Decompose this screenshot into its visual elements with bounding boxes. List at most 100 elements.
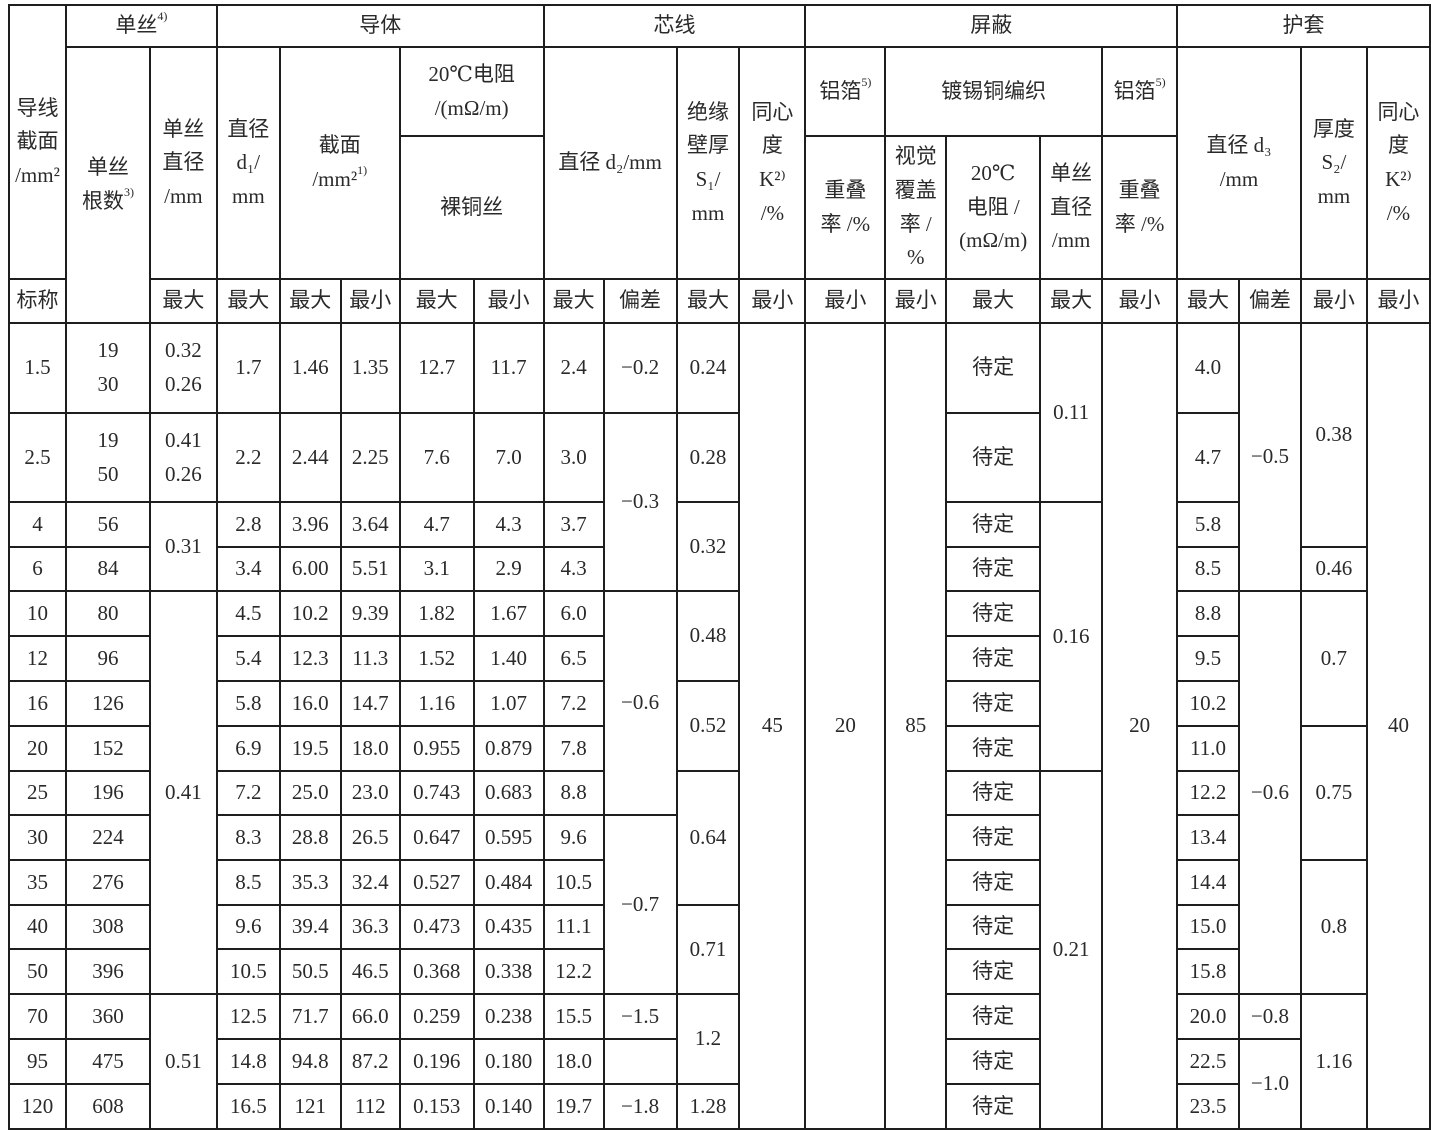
cell-text: 最大: [289, 288, 332, 313]
cell-text: 19 50: [97, 427, 119, 486]
table-cell: 0.473: [398, 904, 475, 950]
table-cell: 0.647: [398, 814, 475, 861]
cell-text: 屏蔽: [970, 13, 1013, 38]
header-cell: 铝箔5): [804, 46, 887, 137]
cell-text: 84: [97, 556, 119, 581]
cell-text: 直径 d₃ /mm: [1206, 133, 1272, 191]
header-cell: 最小: [804, 278, 887, 324]
header-cell: 最大: [1176, 278, 1240, 324]
cell-text: 最大: [972, 288, 1015, 313]
cell-text: 1.52: [418, 645, 456, 670]
cell-text: 0.595: [485, 824, 533, 849]
table-cell: 308: [64, 904, 151, 950]
cell-text: 3.0: [560, 444, 587, 469]
cell-text: 8.8: [1194, 600, 1222, 625]
table-cell: 7.2: [542, 680, 605, 727]
cell-text: 芯线: [653, 13, 696, 38]
cell-text: 11.7: [490, 355, 527, 380]
cell-text: 8.8: [560, 780, 587, 805]
table-cell: 待定: [945, 501, 1042, 548]
table-row: 4 56 0.31 2.8 3.96 3.64 4.7 4.3 3.7 0.32 待定 0.16 5.8: [8, 501, 1430, 772]
header-cell: 最大: [675, 278, 741, 324]
cell-text: 最大: [162, 288, 205, 313]
table-cell: 8.5: [215, 859, 281, 906]
cell-text: 12.2: [1189, 780, 1227, 805]
cell-text: −0.5: [1250, 444, 1289, 469]
table-cell: −1.8: [602, 1083, 678, 1130]
table-cell: 50.5: [278, 948, 342, 995]
header-cell: 同心 度 K²⁾ /%: [1365, 46, 1431, 280]
table-cell: 8.3: [215, 814, 281, 861]
cell-text: 25: [26, 780, 48, 805]
cell-text: 直径 d₁/ mm: [227, 116, 270, 208]
cell-text: 待定: [972, 824, 1015, 849]
cell-text: 3.64: [351, 511, 389, 536]
header-row: 单丝 根数3) 单丝 直径 /mm 直径 d₁/ mm 截面 /mm²1) 20℃电阻 …: [9, 46, 1431, 324]
table-cell: 0.743: [398, 770, 475, 816]
table-cell: 12.3: [278, 635, 342, 682]
cell-text: 待定: [972, 355, 1015, 380]
table-cell: 3.4: [215, 546, 281, 592]
cell-text: 20℃ 电阻 / (mΩ/m): [959, 161, 1028, 253]
footnote-marker: 1): [357, 163, 368, 177]
table-cell: 2.25: [339, 412, 401, 503]
cell-text: 0.48: [689, 623, 727, 648]
table-cell: 46.5: [339, 948, 401, 995]
header-cell: 最大: [215, 278, 281, 324]
cell-text: 重叠 率 /%: [820, 177, 871, 236]
cell-text: 10.2: [1189, 690, 1227, 715]
cell-text: 56: [97, 511, 119, 536]
cell-text: 直径 d₂/mm: [558, 150, 662, 175]
cell-text: 7.2: [235, 780, 262, 805]
header-row: 导线 截面 /mm² 单丝4) 导体 芯线 屏蔽 护套: [8, 4, 1431, 280]
table-cell: 28.8: [278, 814, 342, 861]
table-cell: 35.3: [278, 859, 342, 906]
table-cell: 20: [8, 725, 67, 772]
cell-text: 6.00: [291, 556, 329, 581]
table-cell: 0.52: [675, 680, 741, 772]
cell-text: 87.2: [351, 1048, 389, 1073]
table-cell: 2.8: [215, 501, 281, 548]
cell-text: 待定: [972, 690, 1015, 715]
header-cell: 20℃电阻 /(mΩ/m): [398, 46, 545, 137]
table-cell: 待定: [945, 770, 1042, 816]
cell-text: 0.338: [485, 958, 533, 983]
table-cell: 12.2: [542, 948, 605, 995]
cell-text: 同心 度 K²⁾ /%: [751, 99, 794, 225]
cell-text: 50: [26, 958, 48, 983]
cell-text: 0.527: [413, 869, 461, 894]
cell-text: 待定: [972, 1048, 1015, 1073]
cell-text: 36.3: [351, 914, 389, 939]
table-cell: 20: [1101, 322, 1179, 1130]
table-cell: 19.5: [278, 725, 342, 772]
cell-text: 1.35: [351, 355, 389, 380]
table-cell: 9.5: [1176, 635, 1240, 682]
table-cell: 608: [64, 1083, 151, 1130]
cell-text: 1.16: [1315, 1048, 1353, 1073]
table-cell: 19 30: [64, 322, 151, 414]
cell-text: 3.96: [291, 511, 329, 536]
cell-text: 20: [1129, 713, 1151, 738]
table-cell: 0.71: [675, 904, 741, 995]
table-cell: 4.3: [472, 501, 545, 548]
cell-text: 单丝: [115, 13, 158, 38]
cell-text: 最大: [552, 288, 595, 313]
cell-text: 71.7: [291, 1003, 329, 1028]
cell-text: 20: [834, 713, 856, 738]
cell-text: 15.5: [555, 1003, 592, 1028]
cell-text: 50.5: [291, 958, 329, 983]
table-cell: 23.5: [1176, 1083, 1240, 1130]
cell-text: −0.7: [621, 891, 660, 916]
table-cell: 1.67: [472, 590, 545, 637]
cell-text: 40: [1387, 713, 1409, 738]
header-cell: 导体: [215, 4, 545, 48]
table-cell: 6.00: [278, 546, 342, 592]
table-cell: 9.39: [339, 590, 401, 637]
cell-text: 0.32: [689, 533, 727, 558]
cell-text: 0.955: [413, 735, 461, 760]
table-cell: 0.24: [675, 322, 741, 414]
cell-text: 同心 度 K²⁾ /%: [1377, 99, 1420, 225]
table-cell: 16.0: [278, 680, 342, 727]
cell-text: 396: [92, 958, 124, 983]
cell-text: 16.0: [291, 690, 329, 715]
